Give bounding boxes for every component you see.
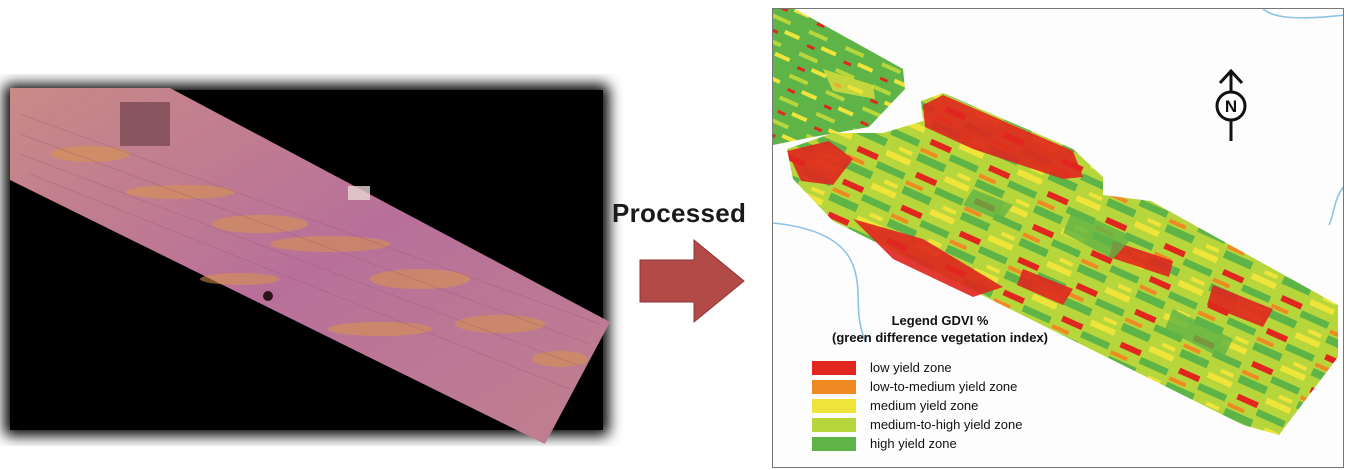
north-arrow-icon: N [1215, 68, 1247, 141]
legend-item: low yield zone [812, 358, 1072, 377]
legend-item: high yield zone [812, 434, 1072, 453]
legend-list: low yield zone low-to-medium yield zone … [812, 358, 1072, 453]
gdvi-map-panel: N [772, 8, 1344, 468]
legend-swatch [812, 417, 856, 432]
legend: Legend GDVI % (green difference vegetati… [812, 312, 1072, 453]
legend-item: medium yield zone [812, 396, 1072, 415]
gdvi-high-zones [963, 189, 1233, 359]
raw-field-strip [10, 88, 610, 444]
legend-label: high yield zone [870, 436, 957, 451]
legend-title-line1: Legend GDVI % [891, 313, 989, 328]
legend-label: low yield zone [870, 360, 952, 375]
process-label: Processed [612, 198, 747, 228]
legend-swatch [812, 398, 856, 413]
legend-swatch [812, 379, 856, 394]
raw-field-texture [50, 146, 588, 367]
gdvi-field-main [787, 93, 1338, 435]
legend-swatch [812, 360, 856, 375]
gdvi-low-zones [787, 95, 1273, 327]
gdvi-map: N [773, 9, 1343, 435]
legend-title-line2: (green difference vegetation index) [832, 330, 1048, 345]
legend-label: low-to-medium yield zone [870, 379, 1018, 394]
legend-item: medium-to-high yield zone [812, 415, 1072, 434]
legend-label: medium yield zone [870, 398, 979, 413]
legend-swatch [812, 436, 856, 451]
legend-label: medium-to-high yield zone [870, 417, 1023, 432]
raw-field-rows [19, 113, 601, 390]
legend-item: low-to-medium yield zone [812, 377, 1072, 396]
raw-farmstead [120, 102, 170, 146]
svg-text:N: N [1225, 97, 1237, 116]
raw-aerial-field-image [4, 84, 610, 444]
process-arrow [639, 238, 745, 324]
